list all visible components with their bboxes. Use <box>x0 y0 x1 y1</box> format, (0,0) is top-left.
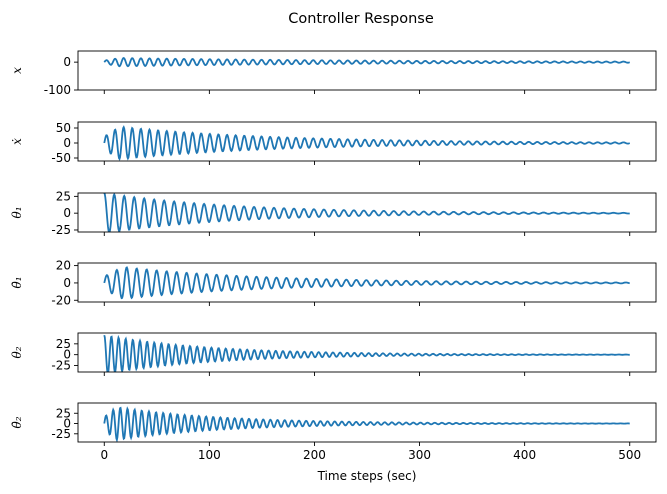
axes-frame <box>77 402 657 443</box>
y-tick-label: 0 <box>63 276 71 290</box>
y-axis-label-2: ẋ <box>10 138 24 145</box>
series-line-4 <box>103 266 630 300</box>
series-line-5 <box>103 334 630 372</box>
axes-frame <box>77 50 657 91</box>
y-tick-label: 25 <box>56 189 71 203</box>
axes-frame <box>77 121 657 162</box>
y-tick-label: 0 <box>63 136 71 150</box>
y-axis-label-4: θ̇₁ <box>10 276 24 288</box>
x-tick-label: 100 <box>198 448 221 462</box>
y-axis-label-3: θ₁ <box>10 206 24 218</box>
y-tick-label: 0 <box>63 206 71 220</box>
series-line-1 <box>103 56 631 68</box>
axes-frame <box>77 332 657 373</box>
y-tick-label: -100 <box>44 83 71 97</box>
y-tick-label: 0 <box>63 348 71 362</box>
subplot-stack: -1000x-50050ẋ-25025θ₁-20020θ̇₁-25025θ₂-2… <box>10 50 657 462</box>
y-tick-label: 0 <box>63 55 71 69</box>
y-axis-label-1: x <box>10 67 24 74</box>
axes-frame <box>77 192 657 233</box>
x-tick-label: 400 <box>513 448 536 462</box>
x-tick-label: 500 <box>618 448 641 462</box>
y-tick-label: 0 <box>63 417 71 431</box>
x-tick-label: 300 <box>408 448 431 462</box>
y-tick-label: -25 <box>51 359 71 373</box>
subplot-1: -100 0 x <box>10 50 657 97</box>
y-tick-label: -20 <box>51 293 71 307</box>
y-tick-label: -25 <box>51 223 71 237</box>
y-tick-label: 25 <box>56 406 71 420</box>
y-tick-label: 50 <box>56 121 71 135</box>
series-line-3 <box>103 193 630 232</box>
subplot-3: -25 0 25 θ₁ <box>10 189 657 237</box>
x-tick-label: 0 <box>100 448 108 462</box>
x-tick-label: 200 <box>303 448 326 462</box>
chart-title: Controller Response <box>288 11 434 27</box>
y-tick-label: -50 <box>51 151 71 165</box>
y-axis-label-5: θ₂ <box>10 346 24 358</box>
x-axis-label: Time steps (sec) <box>317 469 417 483</box>
y-tick-label: -25 <box>51 427 71 441</box>
series-line-6 <box>103 406 630 442</box>
series-line-2 <box>103 125 631 161</box>
y-tick-label: 25 <box>56 337 71 351</box>
subplot-4: -20 0 20 θ̇₁ <box>10 259 657 307</box>
y-axis-label-6: θ̇₂ <box>10 416 24 428</box>
y-tick-label: 20 <box>56 259 71 273</box>
